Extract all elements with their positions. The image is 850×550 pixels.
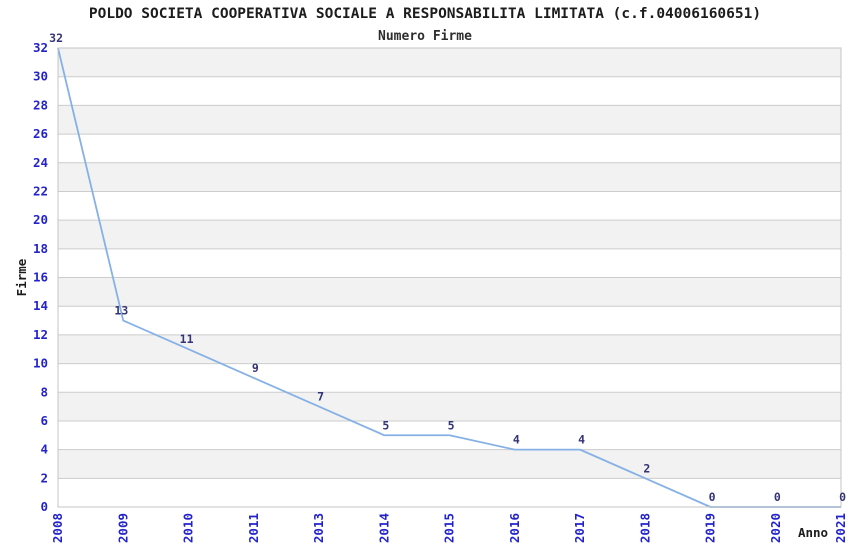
- chart-subtitle: Numero Firme: [378, 29, 472, 44]
- y-tick-label: 10: [33, 356, 48, 371]
- x-tick-label: 2015: [442, 513, 457, 543]
- y-tick-label: 8: [40, 384, 48, 399]
- plot-band: [58, 48, 841, 77]
- data-point-label: 9: [252, 361, 259, 375]
- data-point-label: 4: [578, 433, 585, 447]
- plot-frame: [57, 47, 842, 508]
- data-point-label: 4: [513, 433, 520, 447]
- x-axis-title: Anno: [798, 525, 828, 540]
- data-point-label: 5: [382, 418, 389, 432]
- y-tick-label: 2: [40, 470, 48, 485]
- y-tick-label: 4: [40, 442, 48, 457]
- x-tick-label: 2021: [833, 513, 848, 543]
- y-tick-label: 28: [33, 97, 48, 112]
- x-tick-label: 2009: [115, 513, 130, 543]
- x-tick-label: 2008: [50, 513, 65, 543]
- data-point-label: 5: [448, 418, 455, 432]
- plot-band: [58, 105, 841, 135]
- y-tick-label: 12: [33, 327, 48, 342]
- x-tick-label: 2010: [181, 513, 196, 543]
- data-point-label: 0: [839, 490, 846, 504]
- y-tick-label: 6: [40, 413, 48, 428]
- x-tick-label: 2016: [507, 513, 522, 543]
- y-tick-label: 24: [33, 155, 48, 170]
- y-tick-label: 22: [33, 183, 48, 198]
- x-tick-label: 2017: [572, 513, 587, 543]
- x-tick-label: 2011: [246, 513, 261, 543]
- x-tick-label: 2019: [703, 513, 718, 543]
- data-point-label: 32: [49, 31, 63, 45]
- data-point-label: 7: [317, 390, 324, 404]
- x-tick-label: 2018: [637, 513, 652, 543]
- y-tick-label: 18: [33, 241, 48, 256]
- data-point-label: 2: [643, 461, 650, 475]
- data-point-label: 11: [180, 332, 194, 346]
- y-tick-label: 16: [33, 270, 48, 285]
- chart-title: POLDO SOCIETA COOPERATIVA SOCIALE A RESP…: [88, 6, 762, 22]
- plot-band: [58, 277, 841, 307]
- x-tick-label: 2014: [376, 513, 391, 543]
- data-point-label: 0: [709, 490, 716, 504]
- plot-band: [58, 162, 841, 192]
- x-tick-label: 2020: [768, 513, 783, 543]
- y-axis-title: Firme: [14, 258, 29, 296]
- y-tick-label: 20: [33, 212, 48, 227]
- y-tick-label: 14: [33, 298, 48, 313]
- data-point-label: 0: [774, 490, 781, 504]
- plot-band: [58, 449, 841, 479]
- y-tick-label: 30: [33, 69, 48, 84]
- y-tick-label: 26: [33, 126, 48, 141]
- y-tick-label: 32: [33, 40, 48, 55]
- plot-band: [58, 334, 841, 364]
- plot-band: [58, 392, 841, 421]
- y-tick-label: 0: [40, 499, 48, 514]
- x-tick-label: 2013: [311, 513, 326, 543]
- plot-band: [58, 220, 841, 249]
- data-point-label: 13: [114, 304, 128, 318]
